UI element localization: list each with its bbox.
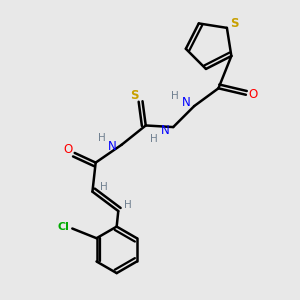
Text: N: N [161,124,170,137]
Text: O: O [63,143,72,156]
Text: H: H [100,182,108,192]
Text: N: N [182,96,190,109]
Text: H: H [98,134,105,143]
Text: Cl: Cl [57,222,69,232]
Text: S: S [130,89,139,102]
Text: H: H [171,92,179,101]
Text: O: O [248,88,258,101]
Text: N: N [108,140,117,153]
Text: S: S [230,17,238,31]
Text: H: H [150,134,158,144]
Text: H: H [124,200,132,210]
